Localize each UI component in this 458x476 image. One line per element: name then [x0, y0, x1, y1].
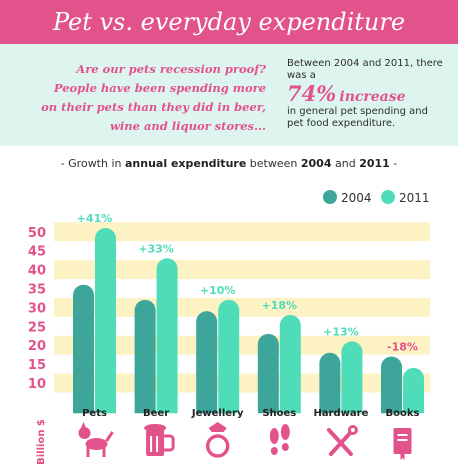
mug-handle	[164, 434, 175, 452]
y-tick-label: 10	[28, 377, 46, 392]
y-tick-label: 25	[28, 320, 46, 335]
bar-books-2004	[381, 356, 402, 414]
subtitle-emph: annual expenditure	[125, 157, 247, 170]
subtitle-year1: 2004	[300, 157, 332, 170]
book-ribbon	[400, 454, 405, 460]
category-label: Books	[386, 408, 420, 419]
bar-shoes-2004	[257, 333, 279, 414]
subtitle-year2: 2011	[359, 157, 390, 170]
ring-band	[205, 434, 230, 458]
bar-hardware-2004	[319, 352, 341, 414]
category-label: Beer	[143, 408, 169, 419]
y-tick-label: 50	[28, 226, 46, 241]
growth-label: +33%	[138, 242, 174, 255]
mug-body	[146, 430, 165, 456]
page-title: Pet vs. everyday expenditure	[52, 8, 406, 36]
legend-swatch-2011	[381, 190, 395, 204]
growth-label: +10%	[200, 284, 236, 297]
bar-pets-2011	[95, 228, 116, 414]
stat-value: 74%	[287, 81, 337, 106]
category-label: Pets	[82, 408, 107, 419]
mug-foam	[144, 424, 167, 432]
bar-hardware-2011	[341, 341, 363, 414]
y-tick-label: 15	[28, 358, 46, 373]
category-label: Jewellery	[191, 408, 244, 419]
ring-gem	[208, 422, 227, 432]
intro-panel: Are our pets recession proof? People hav…	[0, 44, 458, 146]
wrench-hole	[350, 428, 355, 432]
growth-label: +41%	[77, 212, 113, 225]
bar-shoes-2011	[279, 314, 301, 414]
y-tick-label: 20	[28, 339, 46, 354]
footprint-right	[280, 424, 290, 440]
bar-beer-2004	[134, 299, 156, 414]
bar-pets-2004	[73, 284, 94, 414]
legend-label-2011: 2011	[399, 191, 430, 205]
book-icon	[393, 428, 412, 460]
ring-icon	[205, 422, 230, 458]
book-line	[397, 439, 408, 441]
y-tick-label: 40	[28, 264, 46, 279]
y-axis-label: Billion $	[36, 419, 47, 465]
subtitle-pre: - Growth in	[60, 157, 122, 170]
bar-books-2011	[403, 367, 424, 414]
title-banner: Pet vs. everyday expenditure	[0, 0, 458, 44]
intro-stat: Between 2004 and 2011, there was a 74% i…	[287, 58, 447, 130]
chart-subtitle: - Growth in annual expenditure between 2…	[0, 157, 458, 170]
stat-prefix: Between 2004 and 2011, there was a	[287, 58, 443, 81]
bar-jewellery-2004	[196, 311, 218, 414]
dog-body	[85, 438, 108, 450]
subtitle-mid: between	[249, 157, 298, 170]
y-tick-label: 35	[28, 283, 46, 298]
subtitle-and: and	[334, 157, 356, 170]
dog-icon	[78, 422, 114, 457]
mug-line	[150, 436, 153, 452]
dog-tail	[105, 431, 114, 442]
dog-leg	[86, 446, 90, 457]
subtitle-post: -	[393, 157, 398, 170]
grid-band	[54, 260, 430, 280]
legend-swatch-2004	[323, 190, 337, 204]
y-tick-label: 30	[28, 301, 46, 316]
growth-label: +13%	[323, 325, 359, 338]
y-tick-label: 45	[28, 245, 46, 260]
book-line	[397, 434, 408, 436]
bar-jewellery-2011	[218, 299, 240, 414]
tools-icon	[326, 425, 358, 456]
dog-leg	[102, 446, 106, 457]
category-label: Shoes	[262, 408, 296, 419]
legend-label-2004: 2004	[341, 191, 372, 205]
growth-label: -18%	[387, 341, 418, 354]
heel-right	[281, 443, 289, 451]
dog-head	[78, 427, 91, 439]
category-label: Hardware	[313, 408, 368, 419]
expenditure-chart: 10 15 20 25 30 35 40 45 50 Billion $ 2004 2011 +41% P…	[28, 190, 430, 465]
heel-left	[270, 447, 278, 455]
beer-mug-icon	[144, 424, 175, 456]
footprint-left	[269, 428, 279, 444]
dog-ear	[80, 422, 87, 429]
intro-question: Are our pets recession proof? People hav…	[41, 62, 266, 133]
stat-suffix: in general pet spending and pet food exp…	[287, 106, 428, 129]
stat-headline: 74% increase	[287, 82, 447, 106]
growth-label: +18%	[262, 299, 298, 312]
wrench	[328, 428, 355, 456]
footprints-icon	[269, 424, 290, 455]
stat-word: increase	[339, 89, 406, 105]
grid-band	[54, 222, 430, 242]
bar-beer-2011	[156, 258, 178, 414]
mug-line	[156, 436, 159, 452]
